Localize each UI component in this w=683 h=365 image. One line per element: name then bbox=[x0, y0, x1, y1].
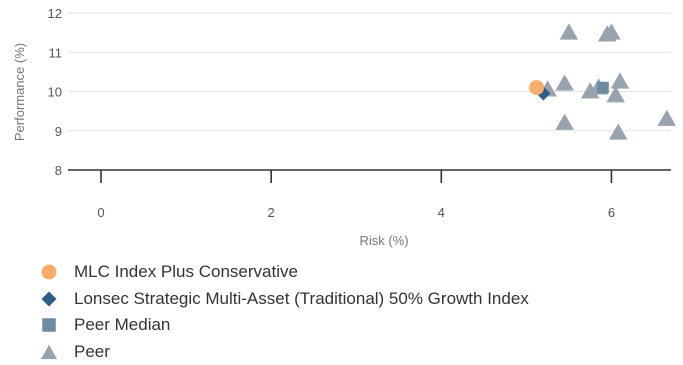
legend-label: Peer Median bbox=[74, 315, 171, 335]
legend-item: MLC Index Plus Conservative bbox=[38, 259, 529, 286]
legend-square-shape bbox=[42, 318, 56, 332]
legend-item: Peer bbox=[38, 339, 529, 365]
legend-square-icon bbox=[42, 318, 56, 332]
legend-label: Peer bbox=[74, 341, 110, 361]
legend-item: Peer Median bbox=[38, 312, 529, 339]
legend-diamond-shape bbox=[41, 291, 57, 307]
peer-point bbox=[610, 72, 630, 89]
fund-point bbox=[529, 80, 545, 96]
peer-point bbox=[606, 86, 625, 103]
x-tick-label: 4 bbox=[438, 205, 445, 220]
data-points bbox=[529, 23, 677, 140]
y-tick-label: 8 bbox=[55, 163, 62, 178]
x-axis-ticks: 0 2 4 6 bbox=[97, 170, 615, 220]
x-tick-label: 2 bbox=[268, 205, 275, 220]
y-axis-ticks: 8 9 10 11 12 bbox=[48, 6, 62, 178]
y-tick-label: 12 bbox=[48, 6, 62, 21]
chart-legend: MLC Index Plus Conservative Lonsec Strate… bbox=[38, 259, 529, 365]
scatter-chart: 8 9 10 11 12 0 2 4 6 Risk (%) Performance (%) bbox=[12, 6, 677, 248]
y-tick-label: 11 bbox=[49, 45, 63, 60]
legend-label: Lonsec Strategic Multi-Asset (Traditiona… bbox=[74, 288, 529, 308]
legend-circle-icon bbox=[41, 264, 57, 280]
legend-item: Lonsec Strategic Multi-Asset (Traditiona… bbox=[38, 286, 529, 313]
gridlines bbox=[68, 12, 671, 132]
peer-point bbox=[608, 123, 628, 140]
peer-median-point bbox=[597, 81, 609, 94]
y-tick-label: 10 bbox=[48, 85, 62, 100]
peer-point bbox=[555, 113, 574, 130]
legend-diamond-icon bbox=[41, 291, 57, 307]
legend-triangle-icon bbox=[40, 344, 58, 359]
legend-label: MLC Index Plus Conservative bbox=[74, 262, 298, 282]
x-axis-title: Risk (%) bbox=[359, 233, 408, 248]
y-axis-title: Performance (%) bbox=[12, 43, 27, 141]
legend-circle-shape bbox=[41, 264, 57, 280]
y-tick-label: 9 bbox=[55, 124, 62, 139]
peer-point bbox=[657, 109, 677, 126]
legend-triangle-shape bbox=[40, 344, 58, 359]
x-tick-label: 6 bbox=[608, 205, 615, 220]
peer-point bbox=[602, 23, 621, 40]
peer-point bbox=[555, 74, 574, 91]
x-tick-label: 0 bbox=[97, 205, 104, 220]
peer-point bbox=[559, 23, 579, 40]
